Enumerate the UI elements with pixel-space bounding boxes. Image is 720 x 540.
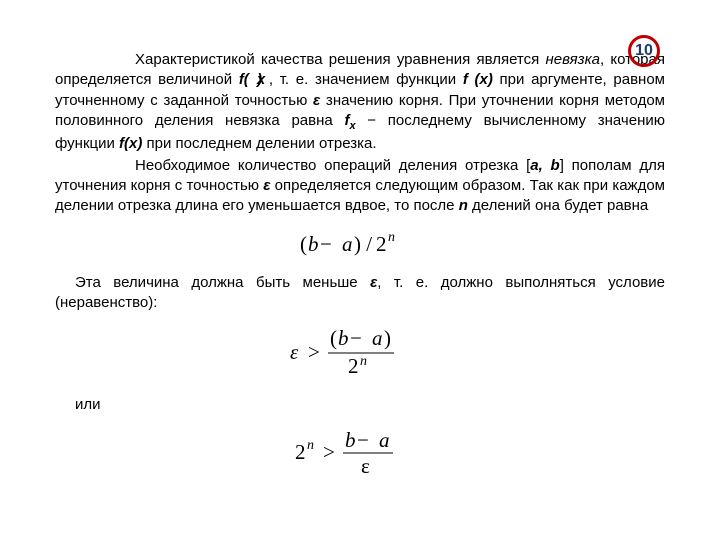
p2-t1: Необходимое количество операций деления … [135,157,530,174]
p1-t7: при последнем делении отрезка. [142,135,376,152]
svg-text:2: 2 [348,354,359,378]
formula-2-svg: ε > ( b − a ) 2 n [290,325,430,381]
formula-3: 2 n > b − a ε [55,427,665,481]
svg-text:): ) [384,326,391,350]
formula-1-svg: ( b − a ) / 2 n [300,229,420,259]
formula-1: ( b − a ) / 2 n [55,229,665,259]
p2-i3: n [459,197,468,214]
svg-text:) /: ) / [354,232,372,256]
svg-text:2: 2 [295,440,306,464]
page: 10 Характеристикой качества решения урав… [0,0,720,540]
svg-text:(: ( [300,232,307,256]
svg-text:−: − [320,232,332,256]
p4-t1: или [75,396,101,413]
formula-2: ε > ( b − a ) 2 n [55,325,665,381]
page-number-badge: 10 [628,35,660,67]
p2-t4: делений она будет равна [468,197,648,214]
body-content: Характеристикой качества решения уравнен… [55,50,665,481]
svg-text:a: a [372,326,383,350]
svg-text:b: b [345,428,356,452]
svg-text:(: ( [330,326,337,350]
svg-text:n: n [360,354,367,369]
paragraph-4: или [55,395,665,415]
p1-i2b: x [257,71,265,88]
svg-text:b: b [308,232,319,256]
svg-text:ε: ε [290,340,299,364]
paragraph-1: Характеристикой качества решения уравнен… [55,50,665,154]
svg-text:ε: ε [361,454,370,478]
p1-t1: Характеристикой качества решения уравнен… [135,51,545,68]
p2-i1: a, b [530,157,559,174]
p1-i3: f (x) [463,71,493,88]
formula-3-svg: 2 n > b − a ε [295,427,425,481]
svg-text:2: 2 [376,232,387,256]
p1-i6: f(x) [119,135,142,152]
svg-text:>: > [308,340,320,364]
paragraph-3: Эта величина должна быть меньше ε, т. е.… [55,273,665,314]
svg-text:a: a [379,428,390,452]
p1-i1: невязка [545,51,600,68]
p3-t1: Эта величина должна быть меньше [75,274,370,291]
p1-i2: f( [239,71,249,88]
svg-text:−: − [357,428,369,452]
page-number-text: 10 [635,44,653,58]
svg-text:n: n [307,438,314,453]
svg-text:b: b [338,326,349,350]
svg-text:n: n [388,230,395,245]
svg-text:>: > [323,440,335,464]
p1-t3: , т. е. значением функции [262,71,463,88]
svg-text:a: a [342,232,353,256]
svg-text:−: − [350,326,362,350]
paragraph-2: Необходимое количество операций деления … [55,156,665,217]
